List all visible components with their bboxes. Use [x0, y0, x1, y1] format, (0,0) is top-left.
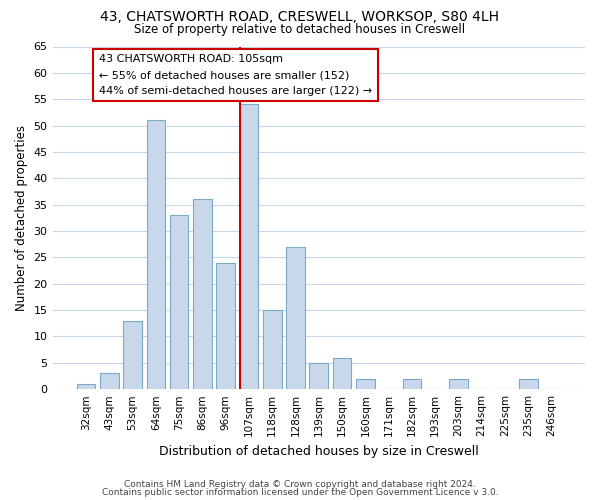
- Bar: [449, 378, 468, 389]
- Text: Contains HM Land Registry data © Crown copyright and database right 2024.: Contains HM Land Registry data © Crown c…: [124, 480, 476, 489]
- Bar: [100, 374, 119, 389]
- Y-axis label: Number of detached properties: Number of detached properties: [15, 125, 28, 311]
- Text: 43 CHATSWORTH ROAD: 105sqm
← 55% of detached houses are smaller (152)
44% of sem: 43 CHATSWORTH ROAD: 105sqm ← 55% of deta…: [99, 54, 372, 96]
- Bar: [123, 320, 142, 389]
- Bar: [239, 104, 258, 389]
- Bar: [519, 378, 538, 389]
- Text: Size of property relative to detached houses in Creswell: Size of property relative to detached ho…: [134, 22, 466, 36]
- Bar: [263, 310, 281, 389]
- Bar: [77, 384, 95, 389]
- Text: 43, CHATSWORTH ROAD, CRESWELL, WORKSOP, S80 4LH: 43, CHATSWORTH ROAD, CRESWELL, WORKSOP, …: [101, 10, 499, 24]
- Bar: [170, 215, 188, 389]
- Bar: [286, 247, 305, 389]
- Bar: [403, 378, 421, 389]
- Bar: [217, 262, 235, 389]
- X-axis label: Distribution of detached houses by size in Creswell: Distribution of detached houses by size …: [159, 444, 479, 458]
- Bar: [310, 363, 328, 389]
- Text: Contains public sector information licensed under the Open Government Licence v : Contains public sector information licen…: [101, 488, 499, 497]
- Bar: [193, 200, 212, 389]
- Bar: [146, 120, 165, 389]
- Bar: [333, 358, 352, 389]
- Bar: [356, 378, 374, 389]
